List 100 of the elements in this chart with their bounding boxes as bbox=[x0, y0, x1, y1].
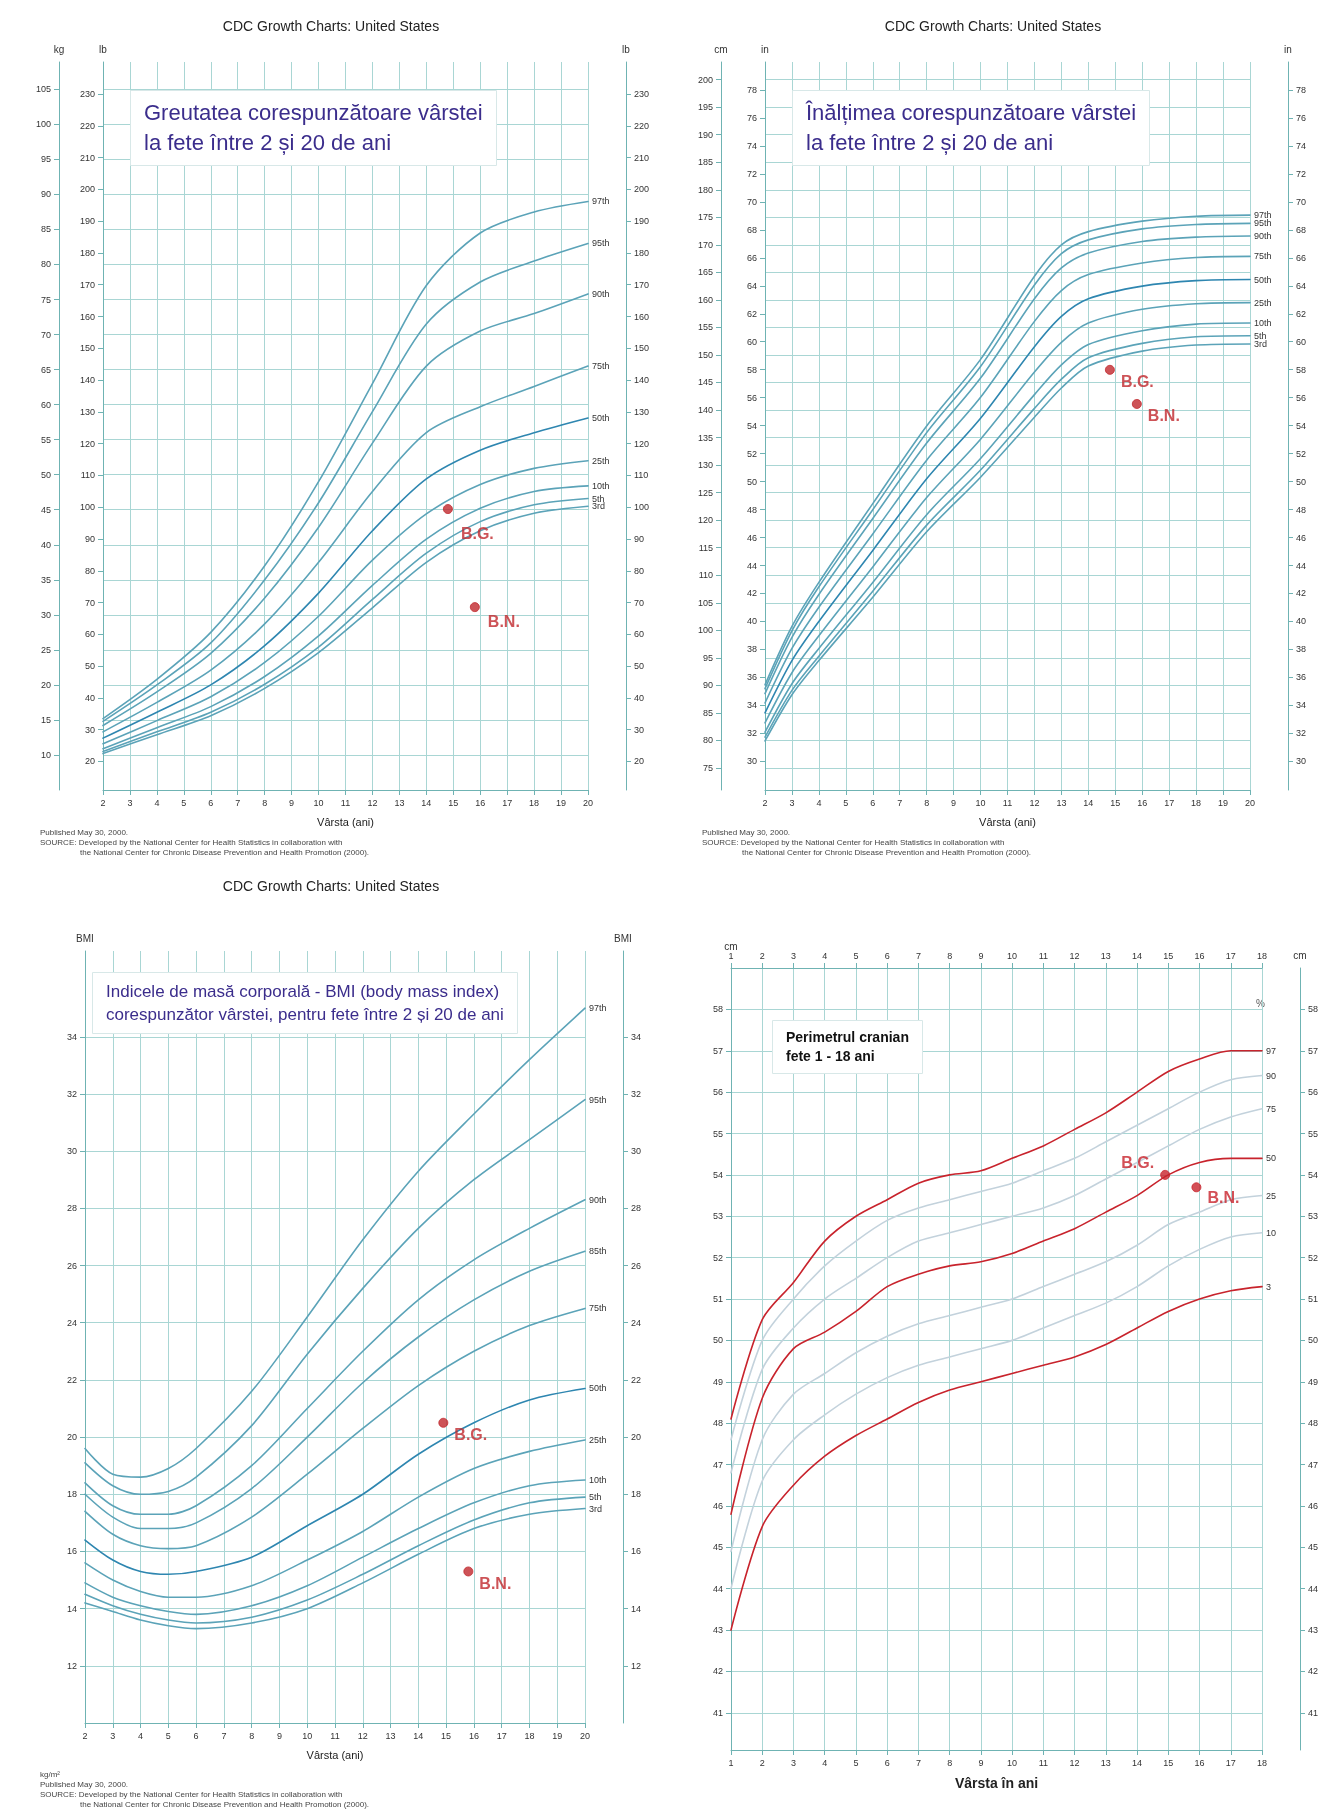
x-tick-label: 14 bbox=[421, 797, 432, 808]
y2-tick-label: 47 bbox=[1308, 1459, 1319, 1470]
y-tick-label: 175 bbox=[697, 212, 713, 223]
series-label: B.N. bbox=[1147, 407, 1180, 425]
x-tick-label: 6 bbox=[193, 1730, 199, 1741]
y-tick-label: 30 bbox=[66, 1146, 77, 1157]
y2-tick-label: 16 bbox=[631, 1546, 642, 1557]
y-tick-label: 45 bbox=[712, 1542, 723, 1553]
y3-tick-label: 58 bbox=[1296, 364, 1307, 375]
y-tick-label: 46 bbox=[712, 1500, 723, 1511]
y-tick-label: 48 bbox=[712, 1418, 723, 1429]
y2-tick-label: 78 bbox=[746, 84, 757, 95]
y3-tick-label: 42 bbox=[1296, 588, 1307, 599]
y-tick-label: 195 bbox=[697, 102, 713, 113]
y3-tick-label: 20 bbox=[634, 756, 645, 767]
y-tick-label: 95 bbox=[702, 652, 713, 663]
x-tick-label: 18 bbox=[529, 797, 540, 808]
x-tick-label: 2 bbox=[762, 797, 768, 808]
source-note: SOURCE: Developed by the National Center for Health Statistics in collaboration with bbox=[40, 1789, 343, 1799]
y-tick-label: 110 bbox=[698, 570, 713, 581]
y-tick-label: 180 bbox=[697, 184, 713, 195]
chart-title: CDC Growth Charts: United States bbox=[222, 18, 440, 34]
y3-tick-label: 64 bbox=[1296, 280, 1307, 291]
y2-axis-title: lb bbox=[99, 43, 108, 55]
x2-tick-label: 18 bbox=[1256, 950, 1268, 961]
y2-tick-label: 140 bbox=[79, 375, 95, 386]
y3-tick-label: 90 bbox=[634, 533, 645, 544]
y3-tick-label: 32 bbox=[1296, 728, 1307, 739]
y-tick-label: 125 bbox=[697, 487, 713, 498]
x2-tick-label: 6 bbox=[884, 950, 890, 961]
y2-tick-label: 34 bbox=[631, 1031, 642, 1042]
y3-tick-label: 120 bbox=[634, 438, 650, 449]
y3-tick-label: 160 bbox=[634, 311, 650, 322]
y-axis-title: BMI bbox=[76, 932, 94, 944]
y2-tick-label: 43 bbox=[1308, 1625, 1319, 1636]
y-tick-label: 65 bbox=[40, 364, 51, 375]
y2-tick-label: 220 bbox=[79, 120, 95, 131]
y2-tick-label: 100 bbox=[79, 502, 95, 513]
y2-tick-label: 34 bbox=[746, 700, 757, 711]
x-tick-label: 8 bbox=[947, 1757, 953, 1768]
x2-tick-label: 14 bbox=[1132, 950, 1143, 961]
y2-tick-label: 56 bbox=[1308, 1087, 1319, 1098]
x-tick-label: 2 bbox=[100, 797, 106, 808]
y-tick-label: 70 bbox=[40, 329, 51, 340]
y-tick-label: 25 bbox=[40, 644, 51, 655]
x-tick-label: 20 bbox=[582, 797, 594, 808]
y2-tick-label: 46 bbox=[746, 532, 757, 543]
series-label: 25th bbox=[1254, 297, 1272, 308]
x-tick-label: 17 bbox=[502, 797, 513, 808]
y2-tick-label: 60 bbox=[746, 336, 757, 347]
y2-tick-label: 30 bbox=[746, 756, 757, 767]
x-tick-label: 6 bbox=[884, 1757, 890, 1768]
series-label: 75 bbox=[1266, 1103, 1277, 1114]
y-tick-label: 54 bbox=[712, 1169, 723, 1180]
y2-tick-label: 62 bbox=[746, 308, 757, 319]
x-tick-label: 11 bbox=[340, 797, 351, 808]
x-tick-label: 8 bbox=[924, 797, 930, 808]
y-tick-label: 75 bbox=[40, 294, 51, 305]
y-tick-label: 95 bbox=[40, 154, 51, 165]
y-tick-label: 44 bbox=[712, 1583, 723, 1594]
y-tick-label: 50 bbox=[712, 1335, 723, 1346]
y2-tick-label: 76 bbox=[746, 112, 757, 123]
y2-tick-label: 50 bbox=[1308, 1335, 1319, 1346]
y3-tick-label: 190 bbox=[634, 216, 650, 227]
x-tick-label: 13 bbox=[1100, 1757, 1111, 1768]
y2-tick-label: 36 bbox=[746, 672, 757, 683]
y3-tick-label: 48 bbox=[1296, 504, 1307, 515]
y2-axis-title: in bbox=[761, 43, 769, 55]
y2-tick-label: 44 bbox=[746, 560, 757, 571]
series-label: 50th bbox=[589, 1383, 607, 1394]
x-tick-label: 7 bbox=[897, 797, 903, 808]
y2-tick-label: 48 bbox=[746, 504, 757, 515]
y-tick-label: 42 bbox=[712, 1666, 723, 1677]
y-tick-label: 40 bbox=[40, 539, 51, 550]
y2-tick-label: 80 bbox=[84, 565, 95, 576]
y-tick-label: 35 bbox=[40, 574, 51, 585]
x-axis-title: Vârsta (ani) bbox=[306, 1748, 364, 1761]
y-tick-label: 200 bbox=[697, 74, 713, 85]
x-tick-label: 13 bbox=[1056, 797, 1067, 808]
y2-tick-label: 50 bbox=[746, 476, 757, 487]
y-tick-label: 14 bbox=[66, 1603, 77, 1614]
y-tick-label: 135 bbox=[697, 432, 713, 443]
series-label: 25 bbox=[1266, 1190, 1277, 1201]
series-label: B.G. bbox=[454, 1426, 488, 1444]
x-tick-label: 5 bbox=[165, 1730, 171, 1741]
series-label: 95th bbox=[1254, 218, 1272, 229]
x-tick-label: 16 bbox=[468, 1730, 479, 1741]
x2-tick-label: 2 bbox=[759, 950, 765, 961]
y-tick-label: 18 bbox=[66, 1489, 77, 1500]
series-label: B.G. bbox=[1120, 373, 1154, 391]
y3-axis-title: in bbox=[1284, 43, 1292, 55]
x-tick-label: 10 bbox=[975, 797, 986, 808]
x2-tick-label: 8 bbox=[947, 950, 953, 961]
series-label: 75th bbox=[592, 361, 610, 372]
y3-tick-label: 30 bbox=[634, 724, 645, 735]
x2-tick-label: 4 bbox=[822, 950, 828, 961]
y-tick-label: 51 bbox=[712, 1294, 723, 1305]
y-tick-label: 55 bbox=[712, 1128, 723, 1139]
y2-tick-label: 160 bbox=[79, 311, 95, 322]
y3-tick-label: 70 bbox=[634, 597, 645, 608]
